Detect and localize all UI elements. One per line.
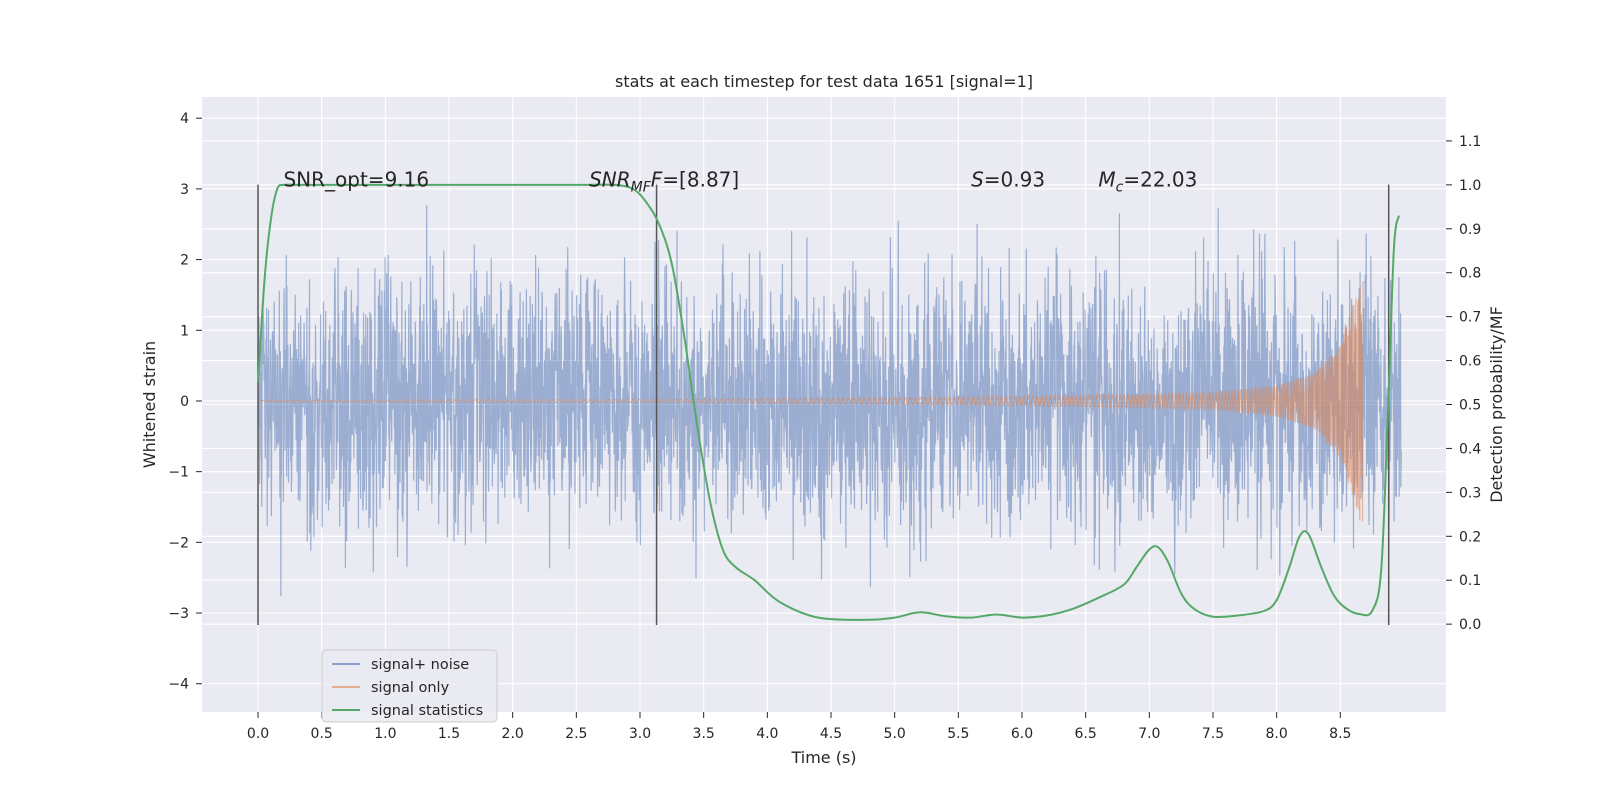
y-tick-label-left: 2: [180, 253, 189, 269]
x-tick-label: 1.5: [438, 726, 460, 742]
annotation-text: =0.93: [984, 167, 1045, 191]
annotation-symbol: M: [1098, 167, 1115, 191]
annotation-subscript: MF: [631, 179, 652, 195]
x-tick-label: 0.5: [311, 726, 333, 742]
legend: signal+ noise signal only signal statistic…: [321, 649, 498, 723]
x-tick-label: 4.5: [820, 726, 842, 742]
x-tick-label: 8.0: [1266, 726, 1288, 742]
annotation-text: =22.03: [1123, 167, 1197, 191]
x-tick-label: 5.5: [947, 726, 969, 742]
annotation: Mc=22.03: [1098, 167, 1197, 195]
x-tick-label: 0.0: [247, 726, 269, 742]
y-tick-label-right: 0.7: [1459, 310, 1481, 326]
y-tick-label-right: 0.5: [1459, 398, 1481, 414]
y-tick-label-left: −4: [168, 677, 189, 693]
annotation-text: =[8.87]: [662, 167, 739, 191]
chart-title: stats at each timestep for test data 165…: [615, 72, 1033, 91]
y-tick-label-right: 0.0: [1459, 617, 1481, 633]
x-tick-label: 1.0: [374, 726, 396, 742]
y-tick-label-right: 1.0: [1459, 178, 1481, 194]
y-tick-label-left: 4: [180, 111, 189, 127]
y-tick-label-right: 0.6: [1459, 354, 1481, 370]
y-tick-label-right: 0.3: [1459, 485, 1481, 501]
y-tick-label-left: 1: [180, 323, 189, 339]
annotation-symbol: F: [651, 167, 663, 191]
annotation-symbol: SNR: [589, 167, 631, 191]
x-tick-label: 8.5: [1329, 726, 1351, 742]
x-tick-label: 4.0: [756, 726, 778, 742]
annotation: S=0.93: [971, 167, 1045, 191]
x-tick-label: 6.0: [1011, 726, 1033, 742]
x-tick-label: 7.0: [1138, 726, 1160, 742]
y-axis-label-right: Detection probability/MF: [1487, 306, 1506, 503]
legend-label: signal statistics: [371, 703, 483, 719]
y-tick-label-right: 0.9: [1459, 222, 1481, 238]
x-tick-label: 3.5: [693, 726, 715, 742]
y-tick-label-left: −3: [168, 606, 189, 622]
y-tick-label-right: 0.1: [1459, 573, 1481, 589]
series-signal-only: [257, 281, 1366, 522]
y-tick-label-right: 1.1: [1459, 134, 1481, 150]
y-tick-label-left: 0: [180, 394, 189, 410]
y-tick-label-right: 0.8: [1459, 266, 1481, 282]
y-tick-label-left: −1: [168, 465, 189, 481]
legend-box: [321, 649, 498, 723]
y-tick-label-left: −2: [168, 535, 189, 551]
legend-label: signal only: [371, 680, 450, 696]
y-tick-label-right: 0.4: [1459, 441, 1481, 457]
y-axis-label-left: Whitened strain: [140, 341, 159, 468]
y-tick-label-left: 3: [180, 182, 189, 198]
x-tick-label: 2.0: [502, 726, 524, 742]
x-tick-label: 7.5: [1202, 726, 1224, 742]
x-tick-label: 2.5: [565, 726, 587, 742]
annotation: SNR_opt=9.16: [283, 167, 429, 191]
x-tick-label: 5.0: [884, 726, 906, 742]
x-tick-label: 6.5: [1075, 726, 1097, 742]
annotation: SNRMFF=[8.87]: [589, 167, 739, 195]
x-axis-label: Time (s): [790, 748, 856, 767]
series-signal-noise: [257, 205, 1402, 597]
annotation-symbol: S: [971, 167, 984, 191]
series-signal-statistics: [257, 183, 1400, 621]
y-tick-label-right: 0.2: [1459, 529, 1481, 545]
legend-label: signal+ noise: [371, 657, 469, 673]
annotation-text: SNR_opt=9.16: [283, 167, 429, 191]
x-tick-label: 3.0: [629, 726, 651, 742]
annotation-subscript: c: [1116, 179, 1124, 195]
